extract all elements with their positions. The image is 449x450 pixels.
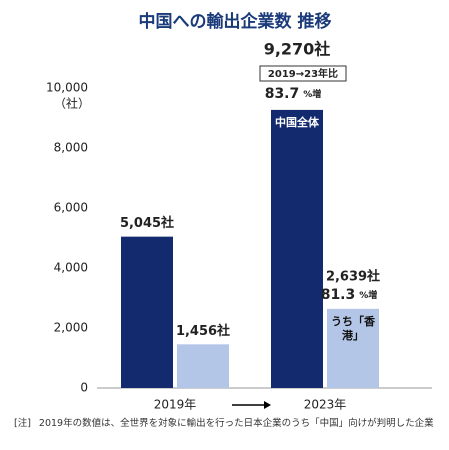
growth-value: 83.7 <box>265 86 300 102</box>
y-tick-label: 2,000 <box>54 321 88 335</box>
annotation-box <box>259 65 347 82</box>
growth-label: 81.3 %増 <box>321 287 378 303</box>
x-tick-label: 2019年 <box>154 398 197 412</box>
note-text: 2019年の数値は、全世界を対象に輸出を行った日本企業のうち「中国」向けが判明し… <box>38 418 434 429</box>
legend-label: 中国全体 <box>275 115 319 129</box>
y-tick-label: 8,000 <box>54 141 88 155</box>
bar <box>327 308 379 388</box>
y-tick-label: 10,000 <box>46 81 88 95</box>
growth-unit: %増 <box>359 288 377 300</box>
growth-label: 83.7 %増 <box>265 86 322 102</box>
value-label: 2,639社 <box>326 268 380 284</box>
y-tick-label: 6,000 <box>54 201 88 215</box>
bar <box>121 236 173 388</box>
note: [注] 2019年の数値は、全世界を対象に輸出を行った日本企業のうち「中国」向け… <box>14 418 434 430</box>
x-tick-label: 2023年 <box>304 398 347 412</box>
note-marker: [注] <box>14 418 31 429</box>
chart-title: 中国への輸出企業数 推移 <box>139 11 332 32</box>
y-tick-label: 4,000 <box>54 261 88 275</box>
growth-value: 81.3 <box>321 287 356 303</box>
value-label: 9,270社 <box>264 40 331 59</box>
growth-unit: %増 <box>303 88 321 100</box>
chart: 中国への輸出企業数 推移 （社） 0 2,000 4,000 6,000 8,000 10… <box>46 11 432 412</box>
value-label: 1,456社 <box>176 323 230 339</box>
arrow-head <box>264 401 271 409</box>
y-tick-label: 0 <box>80 381 88 395</box>
value-label: 5,045社 <box>120 215 174 231</box>
bar <box>177 344 229 388</box>
annotation: 2019→23年比 <box>268 67 338 80</box>
y-unit: （社） <box>54 96 90 111</box>
bar <box>271 109 323 389</box>
legend-label: うち「香港」 <box>331 314 375 342</box>
